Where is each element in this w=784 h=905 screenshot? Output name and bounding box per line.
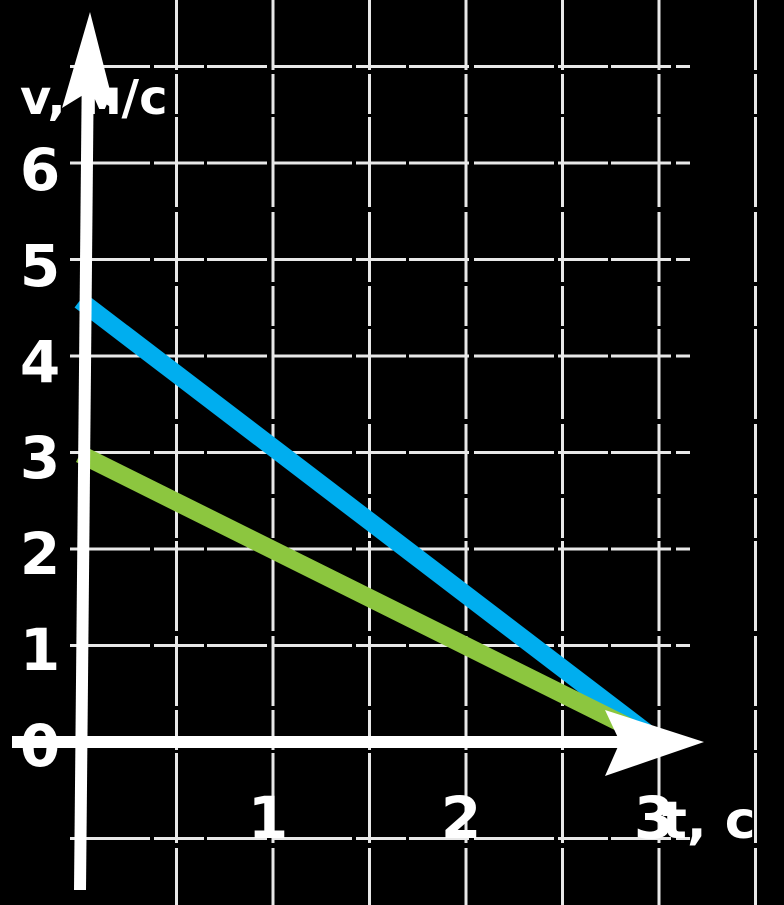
y-tick-label: 0 [20, 712, 60, 780]
x-tick-label: 1 [248, 784, 288, 852]
y-tick-label: 5 [20, 232, 60, 300]
series-line-1 [74, 293, 665, 750]
x-axis-label: t, c [662, 791, 756, 851]
series-group [74, 293, 665, 751]
x-tick-label: 2 [441, 784, 481, 852]
y-tick-label: 3 [20, 424, 60, 492]
y-axis-label: v, м/с [20, 70, 168, 126]
x-tick-label: 3 [634, 784, 674, 852]
y-tick-label: 4 [20, 328, 60, 396]
y-tick-labels: 0 1 2 3 4 5 6 [20, 136, 60, 780]
y-axis-arrow-icon [62, 12, 115, 110]
y-tick-label: 1 [20, 616, 60, 684]
x-axis-arrow-icon [605, 710, 704, 776]
x-tick-labels: 1 2 3 [248, 784, 674, 852]
y-tick-label: 2 [20, 520, 60, 588]
y-tick-label: 6 [20, 136, 60, 204]
y-axis [74, 54, 94, 891]
series-line-2 [75, 445, 664, 751]
axes [12, 12, 704, 891]
